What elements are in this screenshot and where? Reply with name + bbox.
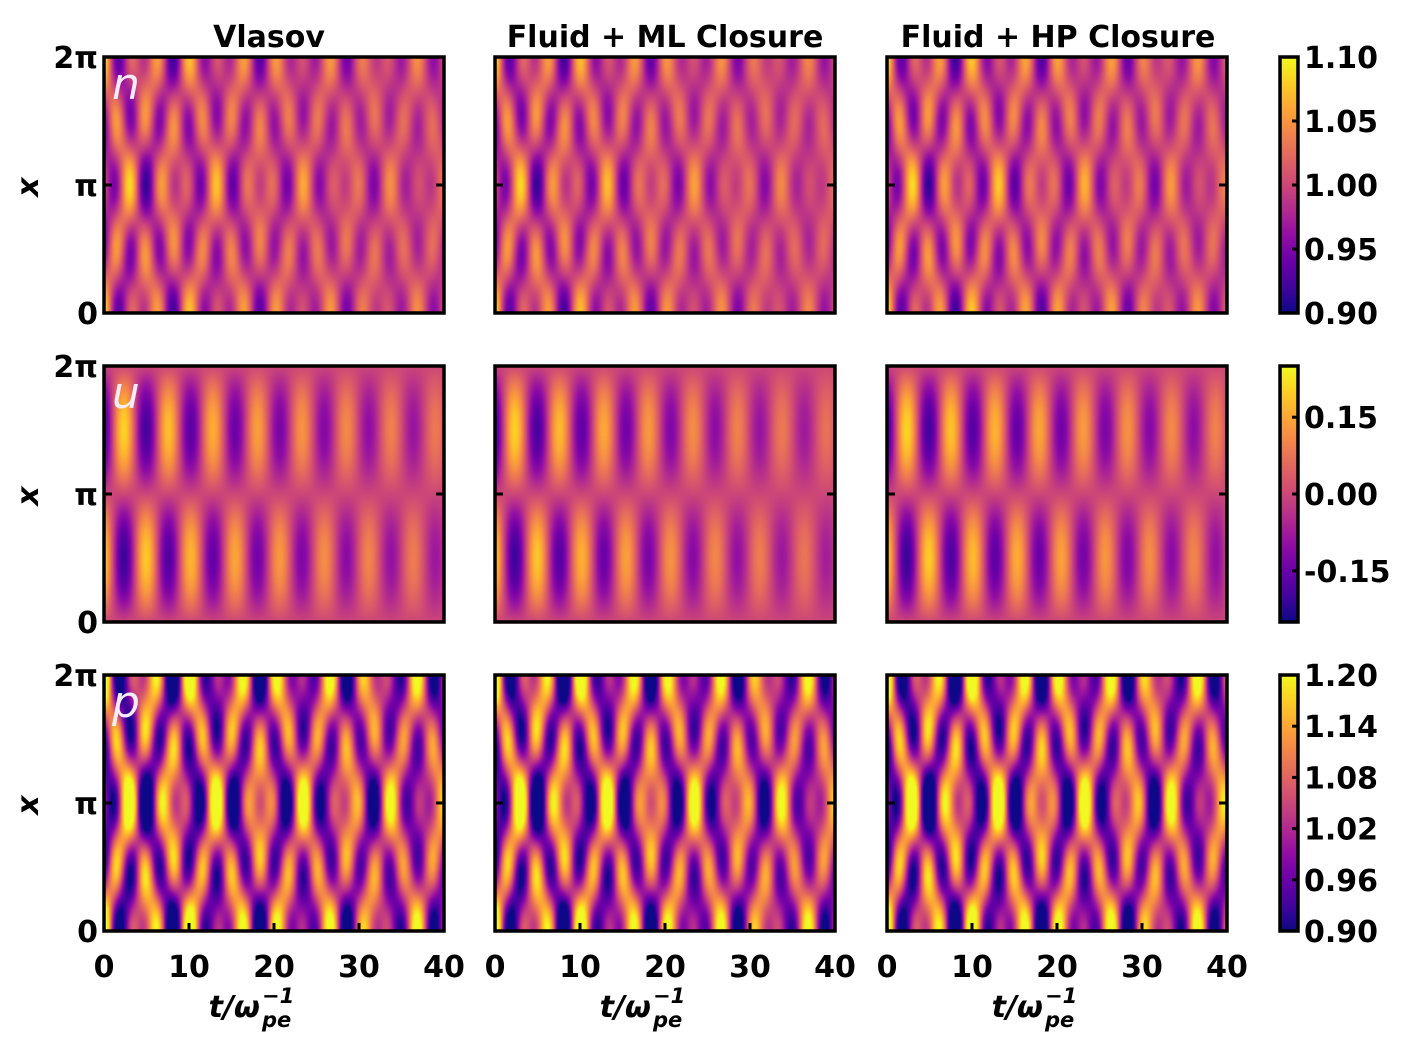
colorbar-tick-label: -0.15 [1304,555,1390,590]
colorbar-tick-label: 0.90 [1304,915,1378,950]
colorbar-p [1280,675,1298,931]
colorbar-tick-label: 1.14 [1304,710,1378,745]
column-title-fluid-ml: Fluid + ML Closure [507,20,824,55]
ytick-label: π [74,787,98,822]
xtick-label: 40 [814,950,856,985]
heatmap-n-col2 [887,57,1227,313]
heatmap-n-col1 [495,57,835,313]
y-axis-label: x [11,794,46,817]
ytick-label: 0 [77,297,98,332]
column-title-fluid-hp: Fluid + HP Closure [901,20,1216,55]
column-titles: Vlasov Fluid + ML Closure Fluid + HP Clo… [213,20,1215,55]
colorbar-u [1280,366,1298,622]
variable-label-n: n [112,59,140,110]
colorbar-tick-label: 1.02 [1304,813,1378,848]
heatmap-u-col0 [104,366,444,622]
x-axis-label-sup: −1 [1045,984,1077,1008]
xtick-label: 10 [951,950,993,985]
heatmap-u-col1 [495,366,835,622]
colorbars: 1.10 1.05 1.00 0.95 0.90 0.15 0.00 -0.15 1.20 1.1… [1278,41,1390,950]
x-axis-label-sub: pe [261,1008,291,1032]
x-axis-label-sup: −1 [653,984,685,1008]
colorbar-tick-label: 1.05 [1304,105,1378,140]
ytick-label: π [74,478,98,513]
x-axis-label-sub: pe [1044,1008,1074,1032]
xtick-label: 30 [1121,950,1163,985]
xtick-label: 30 [729,950,771,985]
xtick-label: 10 [168,950,210,985]
colorbar-tick-label: 0.90 [1304,297,1378,332]
xtick-label: 40 [1206,950,1248,985]
colorbar-tick-label: 1.00 [1304,169,1378,204]
xtick-label: 20 [644,950,686,985]
colorbar-tick-label: 0.96 [1304,864,1378,899]
colorbar-tick-label: 0.95 [1304,233,1378,268]
xtick-label: 20 [1036,950,1078,985]
colorbar-tick-label: 0.15 [1304,401,1378,436]
x-axis-label: t/ω [992,990,1043,1025]
colorbar-tick-label: 1.10 [1304,41,1378,76]
colorbar-tick-label: 0.00 [1304,478,1378,513]
heatmap-p-col0 [104,675,444,931]
heatmap-panels [104,57,1227,931]
ytick-label: 2π [53,350,98,385]
heatmap-n-col0 [104,57,444,313]
ytick-label: π [74,169,98,204]
xtick-label: 40 [423,950,465,985]
xtick-label: 0 [94,950,115,985]
heatmap-u-col2 [887,366,1227,622]
xtick-label: 30 [338,950,380,985]
xtick-label: 10 [559,950,601,985]
ytick-label: 0 [77,606,98,641]
ytick-label: 2π [53,41,98,76]
heatmap-p-col2 [887,675,1227,931]
variable-label-u: u [112,368,140,419]
ytick-label: 0 [77,915,98,950]
xtick-label: 20 [253,950,295,985]
y-axis-label: x [11,176,46,199]
x-axis-label-sub: pe [652,1008,682,1032]
colorbar-tick-label: 1.08 [1304,761,1378,796]
x-axis-label: t/ω [209,990,260,1025]
heatmap-p-col1 [495,675,835,931]
xtick-label: 0 [485,950,506,985]
column-title-vlasov: Vlasov [213,20,325,55]
ytick-label: 2π [53,659,98,694]
xtick-label: 0 [877,950,898,985]
variable-label-p: p [111,677,140,728]
x-axis-label: t/ω [600,990,651,1025]
y-axis-label: x [11,485,46,508]
colorbar-frame [1278,673,1300,933]
x-axis-label-sup: −1 [262,984,294,1008]
colorbar-tick-label: 1.20 [1304,659,1378,694]
